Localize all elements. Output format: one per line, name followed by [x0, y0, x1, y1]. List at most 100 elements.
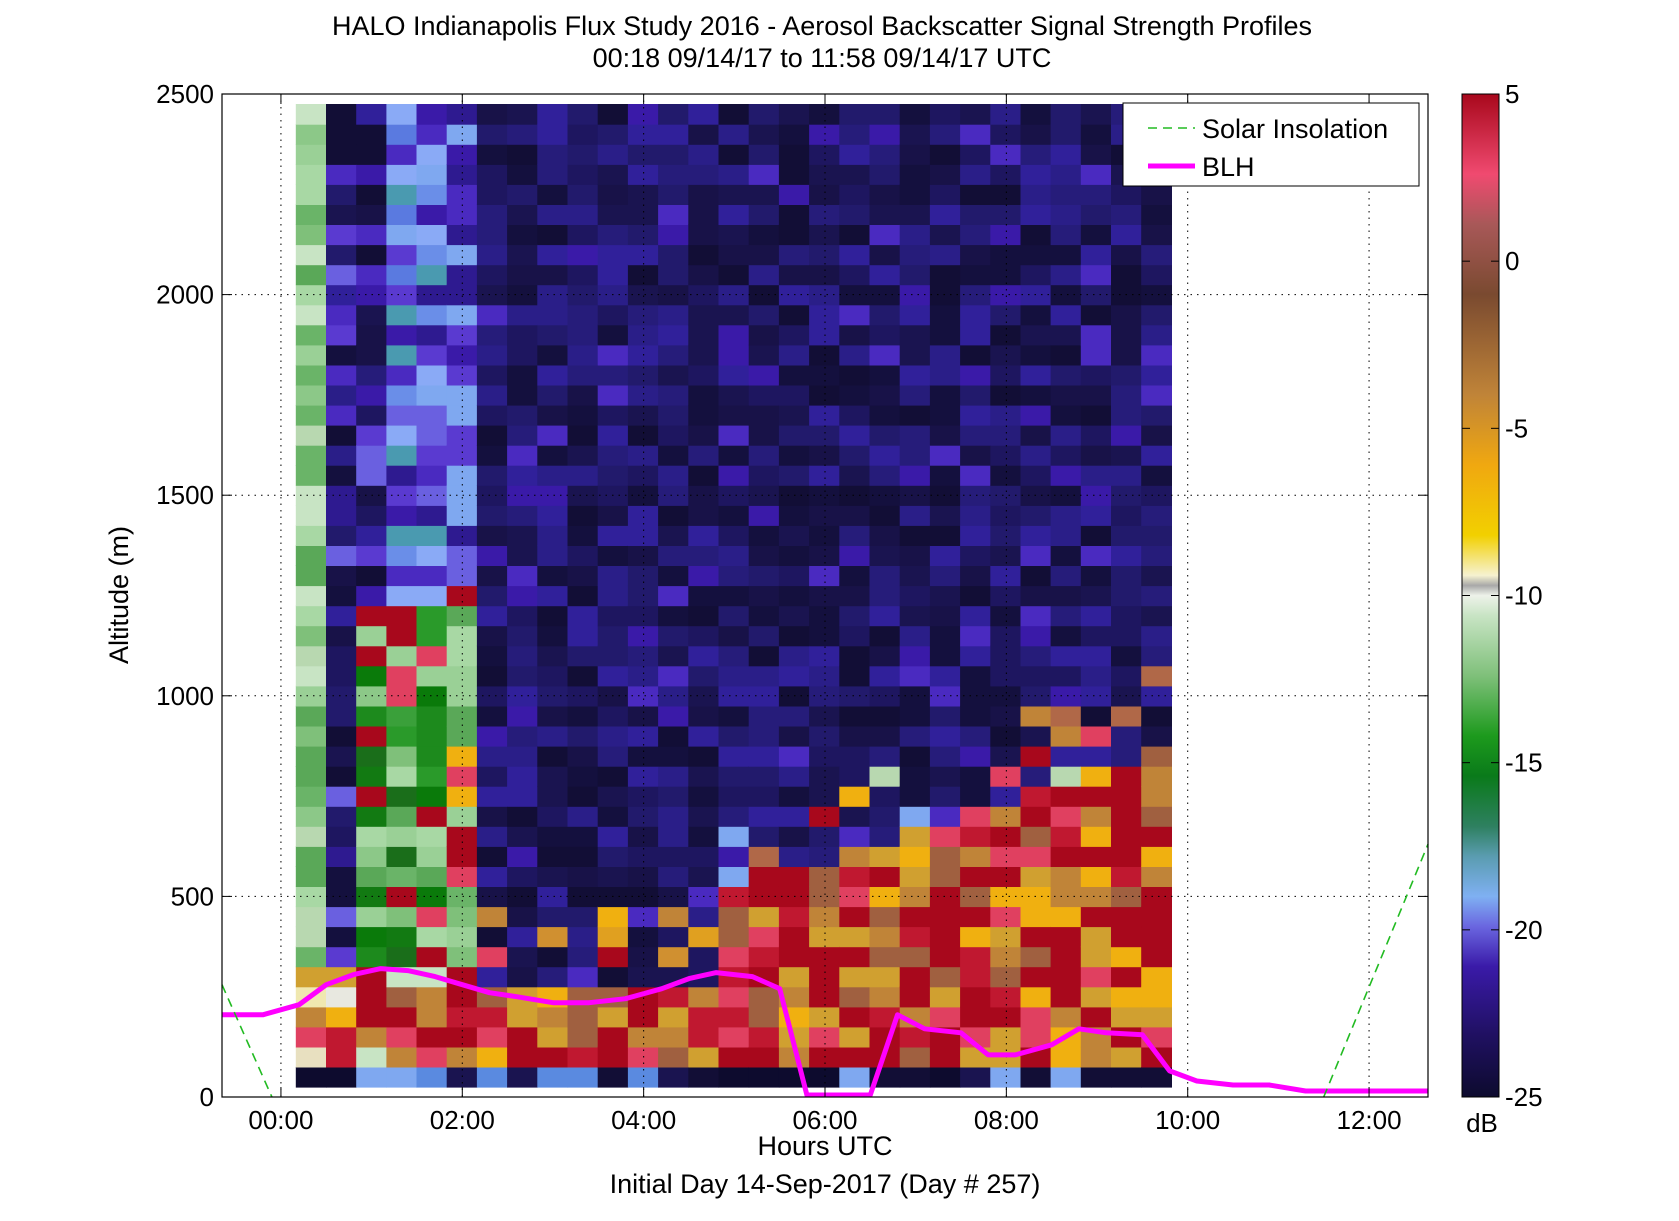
heatmap-cell: [809, 625, 840, 647]
heatmap-cell: [688, 465, 720, 486]
heatmap-cell: [960, 485, 991, 506]
heatmap-cell: [960, 966, 991, 988]
heatmap-cell: [1141, 465, 1172, 486]
heatmap-cell: [476, 725, 508, 747]
heatmap-cell: [688, 786, 720, 807]
heatmap-cell: [899, 284, 931, 306]
heatmap-cell: [537, 946, 569, 968]
heatmap-cell: [778, 264, 810, 286]
heatmap-cell: [718, 284, 750, 306]
heatmap-cell: [416, 886, 448, 908]
heatmap-cell: [326, 786, 357, 807]
heatmap-cell: [688, 364, 720, 386]
heatmap-cell: [446, 766, 478, 787]
heatmap-cell: [990, 806, 1022, 827]
heatmap-cell: [839, 264, 871, 286]
heatmap-cell: [1020, 665, 1052, 687]
heatmap-cell: [899, 786, 931, 807]
heatmap-cell: [990, 1066, 1022, 1088]
heatmap-cell: [507, 384, 538, 406]
heatmap-cell: [1080, 766, 1112, 787]
heatmap-cell: [567, 525, 599, 546]
heatmap-cell: [476, 204, 508, 225]
heatmap-cell: [748, 986, 780, 1008]
heatmap-cell: [1111, 465, 1142, 486]
heatmap-cell: [658, 525, 689, 546]
heatmap-cell: [1080, 685, 1112, 707]
heatmap-cell: [718, 425, 750, 446]
heatmap-cell: [1080, 104, 1112, 125]
heatmap-cell: [476, 625, 508, 647]
heatmap-cell: [627, 224, 659, 246]
colorbar: 5 0 -5 -10 -15 -20 -25 dB: [1461, 79, 1543, 1138]
heatmap-cell: [476, 525, 508, 546]
heatmap-cell: [899, 986, 931, 1008]
heatmap-cell: [899, 425, 931, 446]
heatmap-cell: [960, 1066, 991, 1088]
heatmap-cell: [778, 104, 810, 125]
heatmap-cell: [778, 806, 810, 827]
heatmap-cell: [507, 545, 538, 566]
heatmap-cell: [658, 746, 689, 767]
heatmap-cell: [446, 284, 478, 306]
heatmap-cell: [597, 766, 629, 787]
heatmap-cell: [356, 746, 387, 767]
heatmap-cell: [326, 545, 357, 566]
heatmap-cell: [476, 244, 508, 266]
heatmap-cell: [476, 966, 508, 988]
heatmap-cell: [1141, 886, 1172, 908]
heatmap-cell: [658, 866, 689, 887]
heatmap-cell: [295, 766, 327, 787]
heatmap-cell: [386, 585, 418, 607]
heatmap-cell: [416, 806, 448, 827]
heatmap-cell: [869, 705, 901, 727]
legend: Solar Insolation BLH: [1122, 102, 1420, 187]
heatmap-cell: [567, 766, 599, 787]
heatmap-cell: [809, 705, 840, 727]
heatmap-cell: [688, 144, 720, 165]
heatmap-cell: [718, 485, 750, 506]
heatmap-cell: [446, 144, 478, 165]
heatmap-cell: [990, 625, 1022, 647]
heatmap-cell: [748, 786, 780, 807]
heatmap-cell: [1080, 184, 1112, 205]
heatmap-cell: [537, 425, 569, 446]
heatmap-cell: [295, 806, 327, 827]
heatmap-cell: [929, 886, 961, 908]
heatmap-cell: [386, 224, 418, 246]
heatmap-cell: [718, 344, 750, 366]
heatmap-cell: [718, 324, 750, 346]
heatmap-cell: [1141, 966, 1172, 988]
heatmap-cell: [1141, 364, 1172, 386]
heatmap-cell: [1111, 1006, 1142, 1028]
heatmap-cell: [476, 766, 508, 787]
heatmap-cell: [476, 465, 508, 486]
heatmap-cell: [778, 124, 810, 145]
heatmap-cell: [990, 324, 1022, 346]
heatmap-cell: [416, 1026, 448, 1048]
heatmap-cell: [1020, 384, 1052, 406]
heatmap-cell: [356, 525, 387, 546]
heatmap-cell: [1080, 866, 1112, 887]
heatmap-cell: [1141, 766, 1172, 787]
heatmap-cell: [356, 906, 387, 928]
heatmap-cell: [295, 465, 327, 486]
heatmap-cell: [356, 866, 387, 887]
heatmap-cell: [295, 485, 327, 506]
heatmap-cell: [929, 766, 961, 787]
heatmap-cell: [537, 505, 569, 526]
heatmap-cell: [416, 705, 448, 727]
heatmap-cell: [1020, 645, 1052, 667]
heatmap-cell: [507, 906, 538, 928]
heatmap-cell: [688, 806, 720, 827]
heatmap-cell: [718, 766, 750, 787]
heatmap-cell: [839, 545, 871, 566]
heatmap-cell: [990, 425, 1022, 446]
heatmap-cell: [386, 364, 418, 386]
heatmap-cell: [778, 304, 810, 326]
heatmap-cell: [627, 465, 659, 486]
heatmap-cell: [778, 605, 810, 627]
heatmap-cell: [658, 104, 689, 125]
heatmap-cell: [990, 244, 1022, 266]
heatmap-cell: [1141, 645, 1172, 667]
